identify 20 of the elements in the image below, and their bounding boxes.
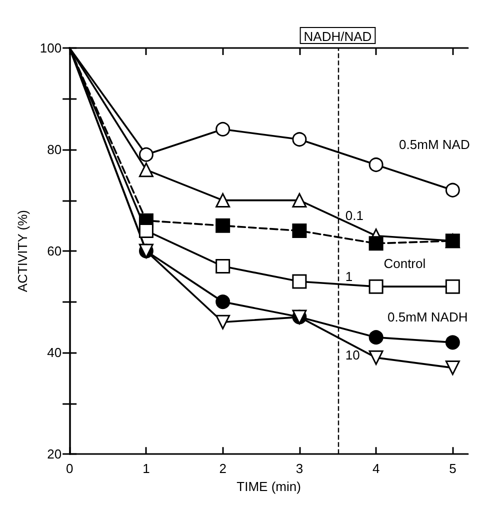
y-tick-label: 100 xyxy=(40,40,62,56)
x-axis-title: TIME (min) xyxy=(236,479,301,494)
y-axis-title: ACTIVITY (%) xyxy=(15,210,30,292)
ref-line-label: NADH/NAD xyxy=(304,29,372,44)
series-label: 0.1 xyxy=(345,208,364,224)
y-tick-label: 20 xyxy=(47,446,62,462)
series-label: 1 xyxy=(345,268,353,284)
y-tick-label: 80 xyxy=(47,142,62,158)
x-tick-label: 0 xyxy=(66,461,74,476)
x-tick-label: 1 xyxy=(142,461,150,476)
x-tick-label: 5 xyxy=(449,461,456,476)
y-tick-label: 40 xyxy=(47,345,62,360)
series-label: 10 xyxy=(345,348,360,363)
series-label: 0.5mM NAD xyxy=(399,136,470,152)
y-tick-label: 60 xyxy=(47,244,62,259)
x-tick-label: 3 xyxy=(296,461,304,476)
x-tick-label: 4 xyxy=(372,461,380,476)
series-label: 0.5mM NADH xyxy=(388,310,468,325)
x-tick-label: 2 xyxy=(219,461,226,476)
series-label: Control xyxy=(384,256,426,272)
